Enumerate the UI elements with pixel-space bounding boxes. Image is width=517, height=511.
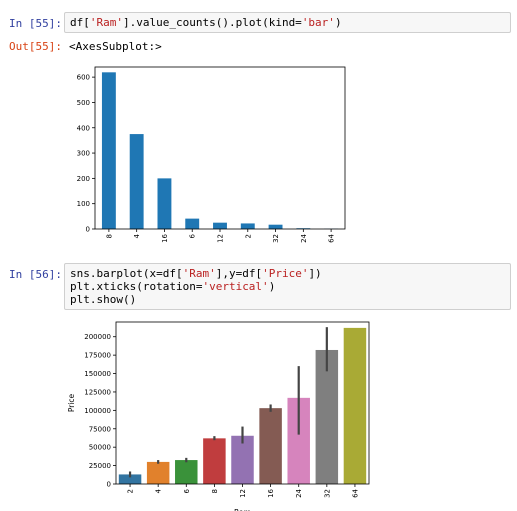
x-tick-label: 64 (351, 488, 359, 497)
x-tick-label: 24 (295, 488, 303, 497)
code-token: 'vertical' (202, 280, 269, 293)
code-line: plt.show() (70, 293, 505, 306)
code-token: ) (268, 280, 276, 293)
bar (231, 435, 254, 484)
x-tick-label: 32 (272, 234, 280, 243)
cell-56-in-prompt: In [56]: (9, 268, 62, 281)
x-tick-label: 32 (323, 489, 331, 498)
axes-frame (94, 66, 346, 230)
bar (240, 223, 255, 229)
x-axis-label: Ram (234, 508, 251, 511)
code-token: sns.barplot(x=df[ (70, 267, 183, 280)
y-tick-label: 125000 (84, 388, 111, 396)
bar (315, 349, 339, 484)
y-tick-label: 100 (77, 200, 90, 208)
bar (287, 397, 310, 484)
x-tick-label: 2 (127, 489, 135, 493)
bar (185, 218, 200, 229)
bar (203, 438, 226, 484)
y-tick-label: 400 (77, 124, 90, 132)
y-tick-label: 175000 (84, 352, 111, 360)
y-tick-label: 25000 (89, 462, 111, 470)
cell-55-out-prompt: Out[55]: (9, 40, 62, 53)
x-tick-label: 4 (133, 233, 141, 238)
code-token: 'Price' (262, 267, 309, 280)
cell-55-code-editor[interactable]: df['Ram'].value_counts().plot(kind='bar'… (64, 12, 511, 33)
y-axis-label: Price (67, 393, 76, 412)
code-token: ],y=df[ (215, 267, 263, 280)
x-tick-label: 12 (217, 234, 225, 243)
x-tick-label: 6 (183, 488, 191, 493)
y-tick-label: 500 (77, 99, 90, 107)
code-token: 'Ram' (89, 16, 123, 29)
y-tick-label: 200 (77, 175, 90, 183)
bar (259, 408, 282, 484)
bar (343, 327, 367, 484)
code-line: sns.barplot(x=df['Ram'],y=df['Price']) (70, 267, 505, 280)
code-token: 'bar' (301, 16, 335, 29)
code-token: ].value_counts().plot(kind= (123, 16, 302, 29)
x-tick-label: 16 (161, 233, 169, 242)
x-tick-label: 8 (211, 489, 219, 493)
bar (129, 134, 144, 229)
cell-56-code-editor[interactable]: sns.barplot(x=df['Ram'],y=df['Price']) pl… (64, 263, 511, 310)
code-line: df['Ram'].value_counts().plot(kind='bar'… (70, 16, 505, 29)
price-by-ram-barplot: 0 25000 50000 75000 100000 125000 150000 175000… (67, 321, 370, 511)
code-token: plt.show() (70, 293, 137, 306)
bar (146, 461, 170, 484)
bar (157, 178, 172, 229)
x-tick-label: 6 (189, 233, 197, 238)
x-tick-label: 24 (300, 233, 308, 242)
bar (175, 460, 198, 484)
code-token: plt.xticks(rotation= (70, 280, 203, 293)
y-tick-label: 150000 (84, 370, 111, 378)
y-tick-label: 0 (86, 226, 90, 234)
code-token: ]) (308, 267, 322, 280)
x-tick-label: 2 (244, 234, 252, 238)
x-tick-label: 8 (105, 234, 113, 238)
x-tick-label: 12 (239, 489, 247, 498)
y-tick-label: 50000 (89, 444, 111, 452)
y-tick-label: 200000 (84, 333, 111, 341)
x-tick-label: 4 (155, 488, 163, 493)
bar (118, 474, 142, 484)
bar (213, 222, 227, 229)
value-counts-bar-chart: 0 100 200 300 400 500 600 8 4 16 6 12 2 32 24 64 (77, 66, 346, 243)
code-token: 'Ram' (182, 267, 216, 280)
y-tick-label: 0 (107, 481, 111, 489)
x-tick-label: 64 (328, 233, 336, 242)
cell-55-output-text: <AxesSubplot:> (69, 40, 162, 53)
y-tick-label: 75000 (89, 425, 111, 433)
y-tick-label: 600 (77, 74, 90, 82)
bar (268, 224, 283, 229)
code-token: df[ (70, 16, 90, 29)
y-tick-label: 100000 (84, 407, 111, 415)
cell-55-in-prompt: In [55]: (9, 17, 62, 30)
code-token: ) (334, 16, 342, 29)
axes-frame (115, 321, 370, 485)
bar (101, 72, 116, 229)
code-line: plt.xticks(rotation='vertical') (70, 280, 505, 293)
y-tick-label: 300 (77, 150, 90, 158)
x-tick-label: 16 (267, 488, 275, 497)
